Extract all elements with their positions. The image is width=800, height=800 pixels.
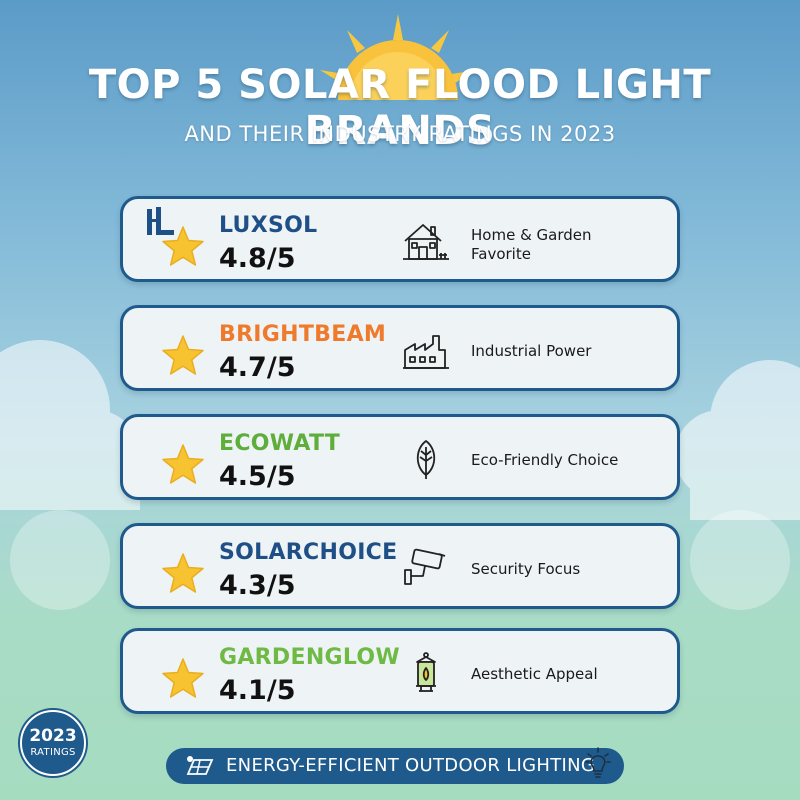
brand-rating: 4.7/5 — [219, 352, 296, 383]
brand-card-luxsol: LUXSOL 4.8/5 Home & Garden Favorite — [120, 196, 680, 282]
brand-name: ECOWATT — [219, 431, 341, 456]
sun-icon — [320, 14, 476, 100]
brand-category: Eco-Friendly Choice — [471, 451, 619, 469]
star-icon — [162, 335, 204, 375]
solar-panel-icon — [186, 756, 214, 775]
brand-category: Aesthetic Appeal — [471, 665, 598, 683]
brand-card-brightbeam: BRIGHTBEAM 4.7/5 Industrial Power — [120, 305, 680, 391]
page-title: TOP 5 SOLAR FLOOD LIGHT BRANDS — [88, 62, 712, 154]
badge-text: RATINGS — [30, 747, 76, 758]
clouds — [0, 340, 800, 520]
footer-text: ENERGY-EFFICIENT OUTDOOR LIGHTING — [226, 755, 596, 776]
brand-rating: 4.3/5 — [219, 570, 296, 601]
lightbulb-icon — [585, 747, 611, 778]
brand-rating: 4.8/5 — [219, 243, 296, 274]
brand-name: BRIGHTBEAM — [219, 322, 387, 347]
brand-card-ecowatt: ECOWATT 4.5/5 Eco-Friendly Choice — [120, 414, 680, 500]
luxsol-logo-icon — [147, 207, 174, 235]
brand-rating: 4.5/5 — [219, 461, 296, 492]
factory-icon — [403, 335, 449, 369]
security-camera-icon — [404, 548, 446, 585]
star-icon — [162, 226, 204, 266]
brand-name: SOLARCHOICE — [219, 540, 398, 565]
star-icon — [162, 553, 204, 593]
brand-name: LUXSOL — [219, 213, 318, 238]
star-icon — [162, 658, 204, 698]
page-subtitle: AND THEIR INDUSTRY RATINGS IN 2023 — [184, 122, 616, 146]
leaf-icon — [416, 440, 436, 479]
brand-card-solarchoice: SOLARCHOICE 4.3/5 Security Focus — [120, 523, 680, 609]
ratings-badge: 2023 RATINGS — [20, 710, 86, 776]
house-icon — [403, 224, 449, 260]
footer-banner: ENERGY-EFFICIENT OUTDOOR LIGHTING — [166, 748, 624, 784]
brand-category: Industrial Power — [471, 342, 592, 360]
brand-category: Home & Garden Favorite — [471, 226, 592, 263]
brand-category: Security Focus — [471, 560, 581, 578]
star-icon — [162, 444, 204, 484]
brand-name: GARDENGLOW — [219, 645, 400, 670]
lantern-icon — [416, 652, 436, 692]
brand-rating: 4.1/5 — [219, 675, 296, 706]
brand-card-gardenglow: GARDENGLOW 4.1/5 Aesthetic Appeal — [120, 628, 680, 714]
badge-year: 2023 — [29, 726, 77, 746]
